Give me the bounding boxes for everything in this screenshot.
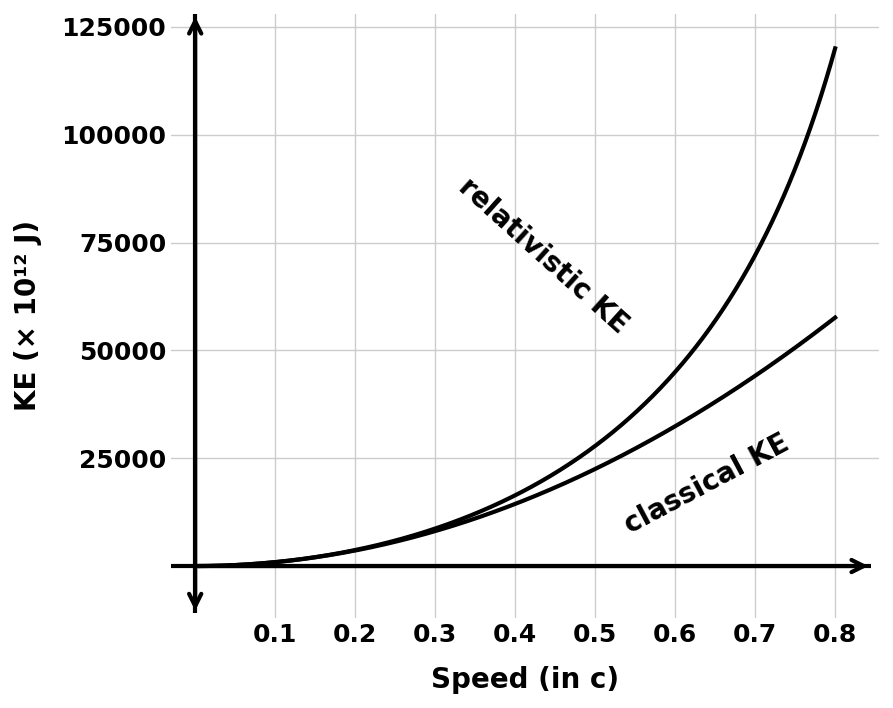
X-axis label: Speed (in c): Speed (in c) bbox=[431, 666, 619, 694]
Y-axis label: KE (× 10¹² J): KE (× 10¹² J) bbox=[14, 220, 42, 411]
Text: classical KE: classical KE bbox=[620, 429, 794, 539]
Text: relativistic KE: relativistic KE bbox=[453, 172, 633, 338]
